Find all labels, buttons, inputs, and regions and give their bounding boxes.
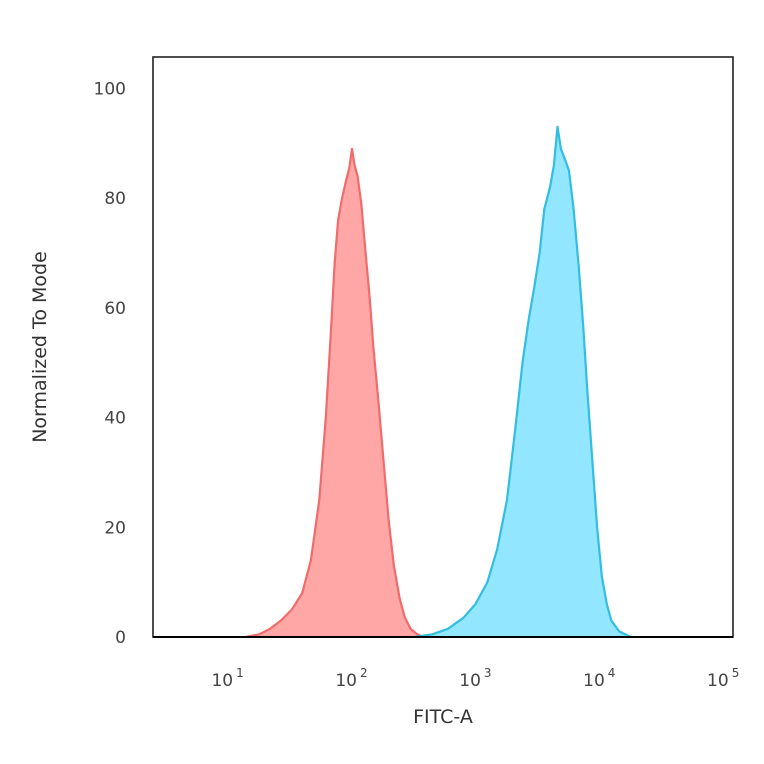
- x-tick-label: 10 2: [335, 666, 367, 691]
- y-tick-label: 60: [104, 299, 126, 319]
- y-tick-label: 100: [94, 79, 126, 99]
- histogram-outline-1: [245, 147, 424, 637]
- x-axis-label: FITC-A: [413, 706, 473, 728]
- y-tick-label: 80: [104, 189, 126, 209]
- histogram-area-2: [414, 126, 631, 637]
- histogram-area-1: [245, 148, 424, 637]
- x-axis-ticks: 10 1 10 2 10 3 10 4 10 5: [211, 666, 739, 691]
- plot-frame: [152, 56, 734, 638]
- x-tick-label: 10 4: [583, 666, 615, 691]
- y-axis-label: Normalized To Mode: [29, 251, 51, 443]
- series-layer: [245, 125, 632, 637]
- y-axis-ticks: 0 20 40 60 80 100: [94, 79, 126, 648]
- x-tick-label: 10 5: [707, 666, 739, 691]
- x-tick-label: 10 1: [211, 666, 243, 691]
- histogram-outline-2: [413, 125, 632, 637]
- y-tick-label: 20: [104, 518, 126, 538]
- y-tick-label: 40: [104, 409, 126, 429]
- x-tick-label: 10 3: [459, 666, 491, 691]
- y-tick-label: 0: [115, 628, 126, 648]
